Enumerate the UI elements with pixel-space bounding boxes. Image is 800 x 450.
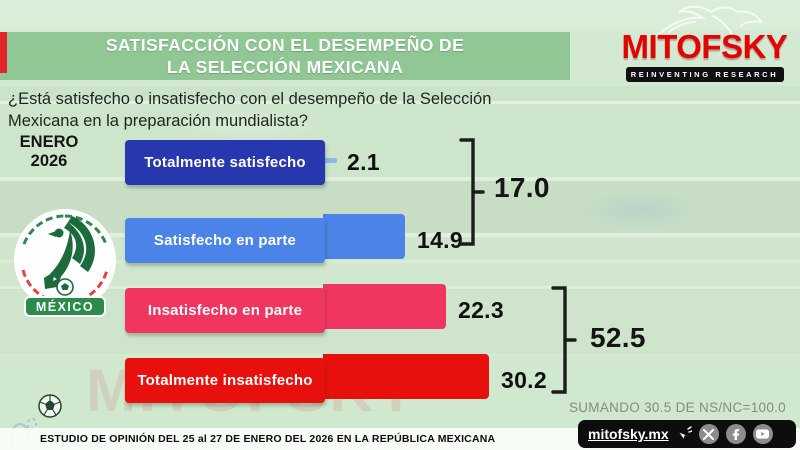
rabbit-sketch-icon	[656, 5, 763, 37]
site-badge: mitofsky.mx	[578, 420, 796, 448]
survey-question: ¿Está satisfecho o insatisfecho con el d…	[8, 88, 548, 132]
page-title-line2: LA SELECCIÓN MEXICANA	[166, 57, 404, 77]
bar-label-box: Totalmente satisfecho	[125, 140, 325, 185]
page-title-line1: SATISFACCIÓN CON EL DESEMPEÑO DE	[105, 35, 465, 55]
group-bracket-satisfied	[459, 138, 485, 246]
youtube-icon[interactable]	[752, 424, 773, 444]
bar-label-box: Insatisfecho en parte	[125, 288, 325, 333]
group-sum-dissatisfied: 52.5	[590, 322, 646, 353]
facebook-icon[interactable]	[725, 424, 746, 444]
bar-value: 22.3	[458, 297, 504, 323]
red-accent-bar	[0, 32, 7, 73]
bar-value: 14.9	[417, 227, 463, 253]
bar-extension	[323, 158, 337, 163]
ns-nc-note: SUMANDO 30.5 DE NS/NC=100.0	[568, 400, 786, 415]
bar-label-box: Totalmente insatisfecho	[125, 358, 325, 403]
bar-label-box: Satisfecho en parte	[125, 218, 325, 263]
title-banner: SATISFACCIÓN CON EL DESEMPEÑO DE LA SELE…	[0, 32, 570, 80]
soccer-ball-icon	[26, 394, 62, 430]
bar-extension	[323, 284, 446, 329]
bar-value: 2.1	[347, 149, 380, 175]
survey-question-line2: Mexicana en la preparación mundialista?	[8, 112, 308, 130]
svg-text:MÉXICO: MÉXICO	[36, 299, 94, 314]
bar-value: 30.2	[501, 367, 547, 393]
brand-logo: MITOFSKY	[621, 28, 788, 65]
survey-period: ENERO 2026	[12, 133, 86, 171]
x-icon[interactable]	[698, 424, 719, 444]
bar-extension	[323, 214, 405, 259]
bar-extension	[323, 354, 489, 399]
mexico-badge: MÉXICO	[14, 209, 116, 317]
survey-period-year: 2026	[30, 152, 68, 170]
bar-category-label: Totalmente satisfecho	[144, 154, 306, 171]
group-sum-satisfied: 17.0	[494, 172, 550, 203]
survey-question-line1: ¿Está satisfecho o insatisfecho con el d…	[8, 90, 492, 108]
bar-category-label: Totalmente insatisfecho	[137, 372, 313, 389]
bar-category-label: Satisfecho en parte	[153, 232, 297, 249]
brand-block: MITOFSKY REINVENTING RESEARCH	[617, 0, 792, 92]
cursor-icon	[677, 426, 692, 440]
methodology-note: ESTUDIO DE OPINIÓN DEL 25 al 27 DE ENERO…	[40, 433, 496, 445]
group-bracket-dissatisfied	[551, 286, 577, 394]
brand-tagline: REINVENTING RESEARCH	[625, 67, 784, 82]
bar-category-label: Insatisfecho en parte	[147, 302, 303, 319]
survey-period-month: ENERO	[19, 133, 79, 151]
website-link[interactable]: mitofsky.mx	[588, 426, 669, 442]
